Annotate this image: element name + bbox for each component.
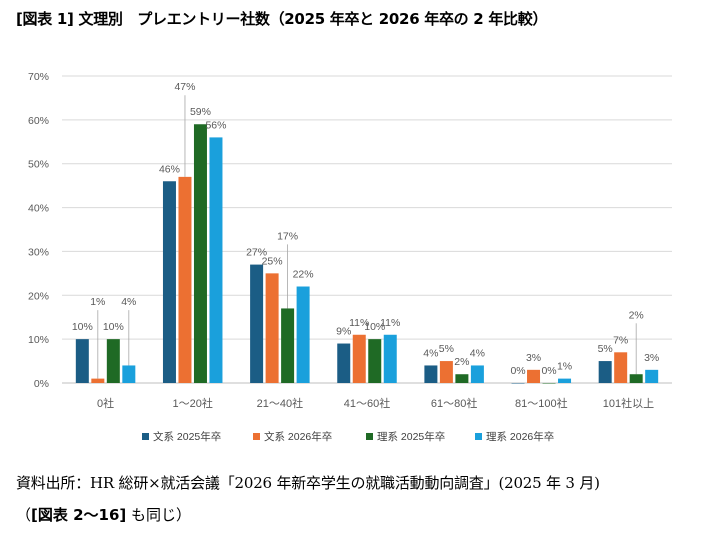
bar xyxy=(424,365,438,383)
y-tick-label: 70% xyxy=(28,71,49,83)
data-label: 1% xyxy=(90,296,105,308)
bar xyxy=(337,343,351,383)
data-label: 7% xyxy=(613,334,628,346)
data-label: 2% xyxy=(454,356,469,368)
x-tick-label: 81〜100社 xyxy=(515,396,568,410)
bar-chart: 0% 10% 20% 30% 40% 50% 60% 70% 10% 1% 10% 4% 46% 47%… xyxy=(28,71,672,443)
reference-note-ref: [図表 2〜16] xyxy=(31,506,127,524)
bar xyxy=(368,339,382,383)
y-tick-label: 0% xyxy=(34,378,49,390)
y-axis-ticks: 0% 10% 20% 30% 40% 50% 60% 70% xyxy=(28,71,49,390)
legend-swatch xyxy=(366,433,373,440)
bar xyxy=(296,286,310,383)
bar xyxy=(352,334,366,383)
data-label: 10% xyxy=(103,321,124,333)
bar xyxy=(106,339,120,383)
bar xyxy=(91,378,105,383)
bar xyxy=(178,176,192,383)
data-label: 46% xyxy=(159,163,180,175)
bar xyxy=(162,181,176,383)
bar xyxy=(598,361,612,383)
x-tick-label: 61〜80社 xyxy=(431,396,477,410)
data-label: 11% xyxy=(380,317,400,329)
label-leader-lines xyxy=(97,95,637,379)
x-axis-ticks: 0社 1〜20社 21〜40社 41〜60社 61〜80社 81〜100社 101社以上 xyxy=(97,396,654,410)
data-label: 47% xyxy=(174,81,195,93)
data-label: 3% xyxy=(526,352,541,364)
bar xyxy=(439,361,453,383)
legend-swatch xyxy=(475,433,482,440)
data-label: 9% xyxy=(336,326,351,338)
data-label: 25% xyxy=(262,255,283,267)
y-tick-label: 40% xyxy=(28,203,49,215)
data-label: 56% xyxy=(205,119,226,131)
bar xyxy=(122,365,136,383)
legend-swatch xyxy=(142,433,149,440)
bar xyxy=(383,334,397,383)
legend-label: 理系 2026年卒 xyxy=(486,430,554,443)
legend-label: 文系 2025年卒 xyxy=(153,430,221,443)
bar xyxy=(558,378,572,383)
data-label: 17% xyxy=(277,230,298,242)
x-tick-label: 21〜40社 xyxy=(257,396,303,410)
source-note: 資料出所：HR 総研×就活会議「2026 年新卒学生の就職活動動向調査」(202… xyxy=(16,474,600,492)
reference-note-rest: も同じ） xyxy=(126,506,192,524)
data-label: 1% xyxy=(557,361,572,373)
data-label: 4% xyxy=(121,296,136,308)
legend-label: 文系 2026年卒 xyxy=(264,430,332,443)
bar xyxy=(281,308,295,383)
y-tick-label: 20% xyxy=(28,290,49,302)
data-label: 11% xyxy=(349,317,369,329)
bar xyxy=(511,383,525,384)
bar xyxy=(542,383,556,384)
data-label: 4% xyxy=(470,347,485,359)
data-label: 5% xyxy=(439,343,454,355)
data-label: 59% xyxy=(190,106,211,118)
data-label: 0% xyxy=(541,365,556,377)
bar xyxy=(614,352,628,383)
bar xyxy=(629,374,643,383)
y-tick-label: 60% xyxy=(28,115,49,127)
bar xyxy=(527,369,541,383)
data-label: 0% xyxy=(510,365,525,377)
reference-note-open: （ xyxy=(16,506,32,524)
grid-lines xyxy=(62,75,672,384)
legend-swatch xyxy=(253,433,260,440)
data-label: 4% xyxy=(423,347,438,359)
x-tick-label: 0社 xyxy=(97,396,114,410)
bar xyxy=(455,374,469,383)
x-tick-label: 101社以上 xyxy=(603,396,654,410)
bars xyxy=(75,124,659,384)
data-label: 2% xyxy=(629,309,644,321)
data-label: 27% xyxy=(246,247,267,259)
x-tick-label: 1〜20社 xyxy=(173,396,213,410)
data-label: 10% xyxy=(364,321,385,333)
data-label: 22% xyxy=(293,269,314,281)
bar xyxy=(75,339,89,383)
data-label: 3% xyxy=(644,352,659,364)
y-tick-label: 50% xyxy=(28,159,49,171)
chart-title: [図表 1] 文理別 プレエントリー社数（2025 年卒と 2026 年卒の 2… xyxy=(16,10,548,28)
data-label: 10% xyxy=(72,321,93,333)
x-tick-label: 41〜60社 xyxy=(344,396,390,410)
data-label: 5% xyxy=(598,343,613,355)
legend: 文系 2025年卒 文系 2026年卒 理系 2025年卒 理系 2026年卒 xyxy=(142,430,554,443)
bar xyxy=(250,264,264,383)
bar xyxy=(645,369,659,383)
legend-label: 理系 2025年卒 xyxy=(377,430,445,443)
reference-note: （[図表 2〜16] も同じ） xyxy=(16,504,191,525)
y-tick-label: 10% xyxy=(28,334,49,346)
bar xyxy=(209,137,223,383)
bar xyxy=(193,124,207,383)
y-tick-label: 30% xyxy=(28,246,49,258)
bar xyxy=(265,273,279,383)
bar xyxy=(470,365,484,383)
data-labels: 10%1%10%4%46%47%59%56%27%25%17%22%9%11%1… xyxy=(72,81,659,377)
